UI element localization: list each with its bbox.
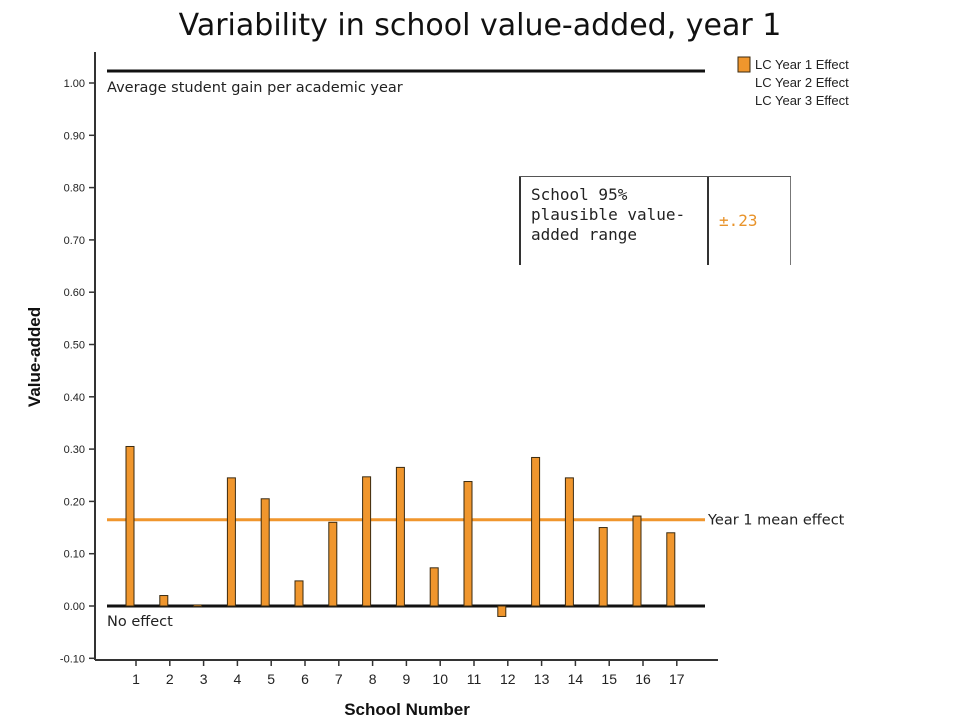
bar-school-13 (531, 456, 541, 607)
bar-school-1 (125, 445, 135, 607)
bar-series (125, 445, 676, 617)
chart-annotations: Average student gain per academic year Ye… (107, 80, 845, 630)
x-tick-label: 12 (500, 671, 516, 687)
y-tick-label: 0.20 (64, 496, 85, 508)
x-tick-label: 7 (335, 671, 343, 687)
legend-swatch-year1 (737, 56, 751, 73)
plausible-range-box: School 95% plausible value-added range ±… (519, 176, 791, 265)
y-tick-label: 0.00 (64, 601, 85, 613)
bar-school-3 (193, 604, 203, 607)
chart-title: Variability in school value-added, year … (178, 8, 782, 43)
y-tick-label: 0.50 (64, 340, 85, 352)
bar-school-6 (294, 580, 304, 607)
x-tick-label: 6 (301, 671, 309, 687)
y-tick-label: 0.40 (64, 392, 85, 404)
y-tick-label: 0.60 (64, 287, 85, 299)
x-tick-label: 17 (669, 671, 685, 687)
x-tick-label: 4 (234, 671, 242, 687)
y-tick-label: 0.10 (64, 549, 85, 561)
x-tick-label: 15 (601, 671, 617, 687)
mean-effect-label: Year 1 mean effect (707, 513, 845, 529)
x-tick-label: 14 (568, 671, 584, 687)
legend-entry: LC Year 2 Effect (755, 75, 849, 90)
x-tick-label: 9 (403, 671, 411, 687)
bar-school-17 (666, 532, 676, 607)
y-tick-label: 0.30 (64, 444, 85, 456)
no-effect-label: No effect (107, 614, 173, 630)
y-axis-title: Value-added (25, 307, 44, 407)
x-tick-label: 1 (132, 671, 140, 687)
x-tick-label: 2 (166, 671, 174, 687)
x-axis-title: School Number (344, 700, 470, 719)
legend-entry: LC Year 3 Effect (755, 93, 849, 108)
bar-school-7 (328, 521, 338, 607)
plausible-range-value: ±.23 (709, 177, 791, 265)
y-tick-label: 0.80 (64, 183, 85, 195)
chart-axes: 1.00 0.90 0.80 0.70 0.60 0.50 0.40 0.30 0.20 0.10… (25, 52, 718, 719)
y-tick-label: 0.90 (64, 130, 85, 142)
bar-school-8 (362, 476, 372, 607)
x-tick-label: 13 (534, 671, 550, 687)
reference-lines (107, 69, 705, 608)
x-tick-label: 3 (200, 671, 208, 687)
bar-school-15 (598, 527, 608, 607)
bar-school-2 (159, 595, 169, 607)
bar-school-10 (429, 567, 439, 607)
bar-school-11 (463, 481, 473, 607)
bar-school-5 (260, 498, 270, 607)
y-tick-label: 0.70 (64, 235, 85, 247)
bar-school-16 (632, 515, 642, 607)
x-tick-label: 11 (467, 671, 482, 687)
bar-school-4 (226, 477, 236, 607)
y-tick-label: 1.00 (64, 78, 85, 90)
bar-school-14 (564, 477, 574, 607)
x-tick-label: 8 (369, 671, 377, 687)
average-gain-label: Average student gain per academic year (107, 80, 403, 96)
x-tick-label: 5 (267, 671, 275, 687)
x-tick-label: 10 (432, 671, 448, 687)
bar-school-12 (497, 605, 507, 617)
x-tick-label: 16 (635, 671, 651, 687)
legend-entry: LC Year 1 Effect (755, 57, 849, 72)
bar-school-9 (395, 466, 405, 607)
chart-legend: LC Year 1 Effect LC Year 2 Effect LC Year … (737, 56, 849, 108)
y-tick-label: -0.10 (60, 653, 85, 665)
plausible-range-label: School 95% plausible value-added range (519, 177, 709, 265)
